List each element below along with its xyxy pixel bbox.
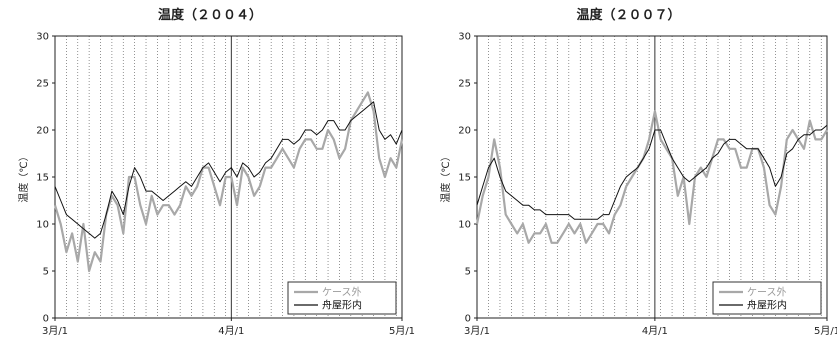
legend-label: 舟屋形内 (322, 299, 362, 312)
y-axis-label: 温度（℃） (439, 151, 452, 202)
y-tick-label: 15 (458, 173, 471, 184)
x-tick-label: 5月/1 (389, 325, 415, 337)
chart-2007: 温度（２００７） 0 5 10 15 20 25 30 3月/1 4月/1 5月/1 温度（℃） ケー… (420, 0, 837, 341)
y-tick-label: 0 (465, 314, 471, 325)
y-tick-label: 10 (458, 220, 471, 231)
y-tick-label: 25 (36, 79, 49, 90)
y-tick-label: 20 (458, 126, 471, 137)
legend-label: ケース外 (322, 287, 362, 299)
series-outside-line (53, 91, 404, 273)
y-tick-label: 10 (36, 220, 49, 231)
y-tick-label: 5 (43, 267, 49, 278)
chart-2004: 温度（２００４） 0 5 10 15 20 25 30 3月/1 4月/1 5月/1 温度（℃） ケー… (17, 8, 415, 338)
series-inside-line (54, 101, 403, 239)
x-tick-label: 4月/1 (642, 325, 668, 337)
chart-title: 温度（２００７） (576, 8, 681, 23)
y-tick-label: 30 (458, 32, 471, 43)
series-outside-line (475, 110, 828, 244)
y-tick-label: 25 (458, 79, 471, 90)
y-tick-label: 0 (43, 314, 49, 325)
legend-label: ケース外 (747, 287, 787, 299)
y-tick-label: 5 (465, 267, 471, 278)
y-tick-label: 30 (36, 32, 49, 43)
x-tick-label: 3月/1 (42, 325, 68, 337)
y-axis-label: 温度（℃） (17, 151, 30, 202)
series-inside-line (476, 124, 828, 220)
legend-box (712, 281, 822, 315)
y-tick-label: 15 (36, 173, 49, 184)
y-tick-label: 20 (36, 126, 49, 137)
plot-frame (476, 35, 828, 319)
x-tick-label: 5月/1 (814, 325, 837, 337)
x-tick-label: 3月/1 (464, 325, 490, 337)
chart-title: 温度（２００４） (157, 8, 262, 23)
legend-label: 舟屋形内 (747, 299, 787, 312)
legend-box (287, 281, 397, 315)
x-tick-label: 4月/1 (218, 325, 244, 337)
